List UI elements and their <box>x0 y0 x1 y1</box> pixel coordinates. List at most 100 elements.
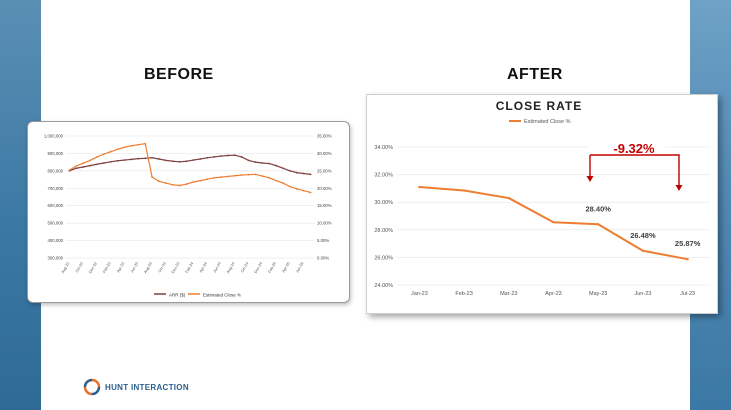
data-point-arr <box>96 163 98 166</box>
y-tick-label: 26.00% <box>374 255 393 261</box>
x-tick-label: Feb-24 <box>185 262 194 274</box>
data-point-arr <box>109 160 112 163</box>
y-right-tick-label: 10.00% <box>317 221 332 226</box>
after-chart: CLOSE RATE Estimated Close % 24.00% 26.00… <box>374 99 710 297</box>
x-tick-label: Jun-24 <box>213 262 222 274</box>
data-point-close <box>75 165 78 167</box>
data-point-close <box>261 175 264 177</box>
x-tick-label: Feb-23 <box>455 291 472 297</box>
x-tick-label: Aug-23 <box>143 262 153 275</box>
x-tick-label: Apr-23 <box>116 262 125 274</box>
data-point-close <box>275 179 278 182</box>
data-point <box>641 249 645 252</box>
data-point-arr <box>192 159 195 161</box>
series-line-close <box>69 142 311 194</box>
x-tick-label: Jan-23 <box>411 291 428 297</box>
data-point-arr <box>275 164 278 167</box>
x-tick-label: Apr-25 <box>282 262 291 274</box>
data-point-arr <box>164 159 167 162</box>
data-point-close <box>282 182 284 184</box>
data-point-arr <box>254 161 257 164</box>
x-tick-label: Dec-22 <box>88 262 98 275</box>
data-point-arr <box>144 157 147 160</box>
before-chart-card: 300,000 400,000 500,000 600,000 700,000 800,0… <box>27 121 350 303</box>
data-point-arr <box>309 173 312 176</box>
data-point-close <box>123 146 126 149</box>
data-point-close <box>171 183 174 186</box>
x-tick-label: Aug-22 <box>61 262 71 275</box>
x-tick-label: Oct-22 <box>75 262 84 274</box>
x-tick-label: Mar-23 <box>500 291 517 297</box>
data-point-arr <box>116 159 119 162</box>
data-point-arr <box>261 162 264 164</box>
y-right-tick-label: 35.00% <box>317 134 332 139</box>
data-point-close <box>116 148 119 151</box>
y-left-tick-label: 900,000 <box>47 151 63 156</box>
brand-logo: HUNT INTERACTION <box>83 378 189 396</box>
data-point-close <box>130 144 133 147</box>
data-point-arr <box>171 160 174 163</box>
data-point-close <box>109 150 112 153</box>
data-point-close <box>164 182 167 184</box>
y-right-tick-label: 5.00% <box>317 238 329 243</box>
data-point-close <box>199 179 202 182</box>
data-point <box>507 196 510 200</box>
data-point-arr <box>151 156 154 159</box>
data-point-close <box>247 173 250 176</box>
y-right-tick-label: 30.00% <box>317 151 332 156</box>
data-point-close <box>185 183 188 186</box>
data-point-close <box>302 189 305 192</box>
data-point-close <box>96 156 98 158</box>
data-point-arr <box>268 162 271 165</box>
y-left-tick-label: 700,000 <box>47 186 63 191</box>
x-tick-label: Jun-23 <box>130 262 139 274</box>
data-point-close <box>151 176 154 179</box>
brand-name: HUNT INTERACTION <box>105 382 189 392</box>
data-point-close <box>288 185 291 188</box>
y-left-tick-label: 800,000 <box>47 168 63 173</box>
data-point-close <box>226 175 229 178</box>
data-point-arr <box>206 156 209 159</box>
y-tick-label: 32.00% <box>374 173 393 179</box>
x-tick-label: Feb-23 <box>102 262 111 274</box>
data-label: 26.48% <box>630 231 656 240</box>
y-left-tick-label: 500,000 <box>47 221 63 226</box>
x-tick-label: Jun-23 <box>635 291 652 297</box>
data-point-close <box>233 174 236 177</box>
x-tick-label: Aug-24 <box>226 262 236 275</box>
before-chart: 300,000 400,000 500,000 600,000 700,000 800,0… <box>44 134 332 298</box>
data-point-close <box>213 176 216 179</box>
data-point-arr <box>233 154 236 157</box>
legend-label-arr: ARR ($) <box>169 293 186 298</box>
data-point <box>597 223 600 226</box>
series-line-arr <box>69 154 311 175</box>
x-tick-label: May-23 <box>589 291 607 297</box>
after-chart-card: CLOSE RATE Estimated Close % 24.00% 26.00… <box>366 94 718 314</box>
data-point-close <box>192 181 195 183</box>
data-point-arr <box>102 162 105 164</box>
x-tick-label: Oct-24 <box>240 262 249 274</box>
data-point-close <box>178 184 181 187</box>
annotation-left-arrowhead <box>586 176 594 182</box>
y-right-tick-label: 0.00% <box>317 256 329 261</box>
y-left-tick-label: 400,000 <box>47 238 63 243</box>
x-tick-label: Feb-25 <box>267 262 276 274</box>
data-point-close <box>137 143 140 146</box>
data-point-close <box>82 162 85 165</box>
data-point-arr <box>199 158 202 160</box>
data-point-arr <box>247 159 250 162</box>
x-tick-label: Dec-24 <box>254 262 264 275</box>
y-right-tick-label: 25.00% <box>317 168 332 173</box>
y-left-tick-label: 600,000 <box>47 203 63 208</box>
data-point-arr <box>302 172 305 175</box>
data-point-arr <box>130 158 133 161</box>
annotation-bracket <box>590 154 680 188</box>
data-point-arr <box>295 171 298 174</box>
data-point <box>686 257 689 261</box>
x-tick-label: Apr-24 <box>199 262 208 274</box>
y-tick-label: 28.00% <box>374 228 393 234</box>
x-tick-label: Jul-23 <box>680 291 695 297</box>
data-point-close <box>144 142 147 145</box>
y-tick-label: 30.00% <box>374 200 393 206</box>
data-point-close <box>254 173 257 176</box>
